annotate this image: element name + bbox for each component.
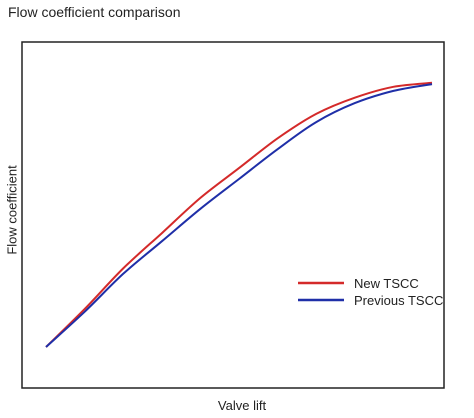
legend: New TSCC Previous TSCC: [298, 276, 443, 308]
legend-label-1: Previous TSCC: [354, 293, 443, 308]
series-line-new-tscc: [45, 81, 433, 348]
series-layer: [45, 81, 433, 348]
plot-area-frame: [21, 41, 445, 389]
legend-label-0: New TSCC: [354, 276, 419, 291]
series-line-previous-tscc: [45, 83, 433, 348]
chart-title: Flow coefficient comparison: [8, 4, 181, 20]
x-axis-label: Valve lift: [217, 398, 267, 413]
